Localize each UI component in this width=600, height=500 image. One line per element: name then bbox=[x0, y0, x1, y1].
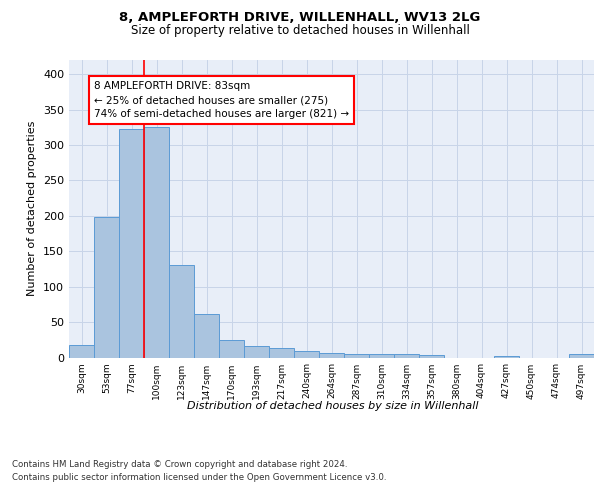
Text: 8 AMPLEFORTH DRIVE: 83sqm
← 25% of detached houses are smaller (275)
74% of semi: 8 AMPLEFORTH DRIVE: 83sqm ← 25% of detac… bbox=[94, 82, 349, 120]
Bar bbox=[69, 345, 94, 358]
Bar bbox=[119, 130, 144, 358]
Bar bbox=[294, 351, 319, 358]
Bar bbox=[244, 346, 269, 358]
Y-axis label: Number of detached properties: Number of detached properties bbox=[28, 121, 37, 296]
Text: Contains public sector information licensed under the Open Government Licence v3: Contains public sector information licen… bbox=[12, 474, 386, 482]
Bar bbox=[569, 354, 594, 358]
Bar bbox=[269, 348, 294, 358]
Bar bbox=[219, 340, 244, 357]
Bar bbox=[494, 356, 519, 358]
Bar bbox=[144, 128, 169, 358]
Bar bbox=[319, 353, 344, 358]
Text: Contains HM Land Registry data © Crown copyright and database right 2024.: Contains HM Land Registry data © Crown c… bbox=[12, 460, 347, 469]
Text: Distribution of detached houses by size in Willenhall: Distribution of detached houses by size … bbox=[187, 401, 479, 411]
Bar bbox=[344, 354, 369, 358]
Bar bbox=[94, 217, 119, 358]
Bar bbox=[169, 266, 194, 358]
Text: 8, AMPLEFORTH DRIVE, WILLENHALL, WV13 2LG: 8, AMPLEFORTH DRIVE, WILLENHALL, WV13 2L… bbox=[119, 11, 481, 24]
Bar bbox=[369, 354, 394, 358]
Bar bbox=[194, 314, 219, 358]
Text: Size of property relative to detached houses in Willenhall: Size of property relative to detached ho… bbox=[131, 24, 469, 37]
Bar bbox=[394, 354, 419, 358]
Bar bbox=[419, 356, 444, 358]
